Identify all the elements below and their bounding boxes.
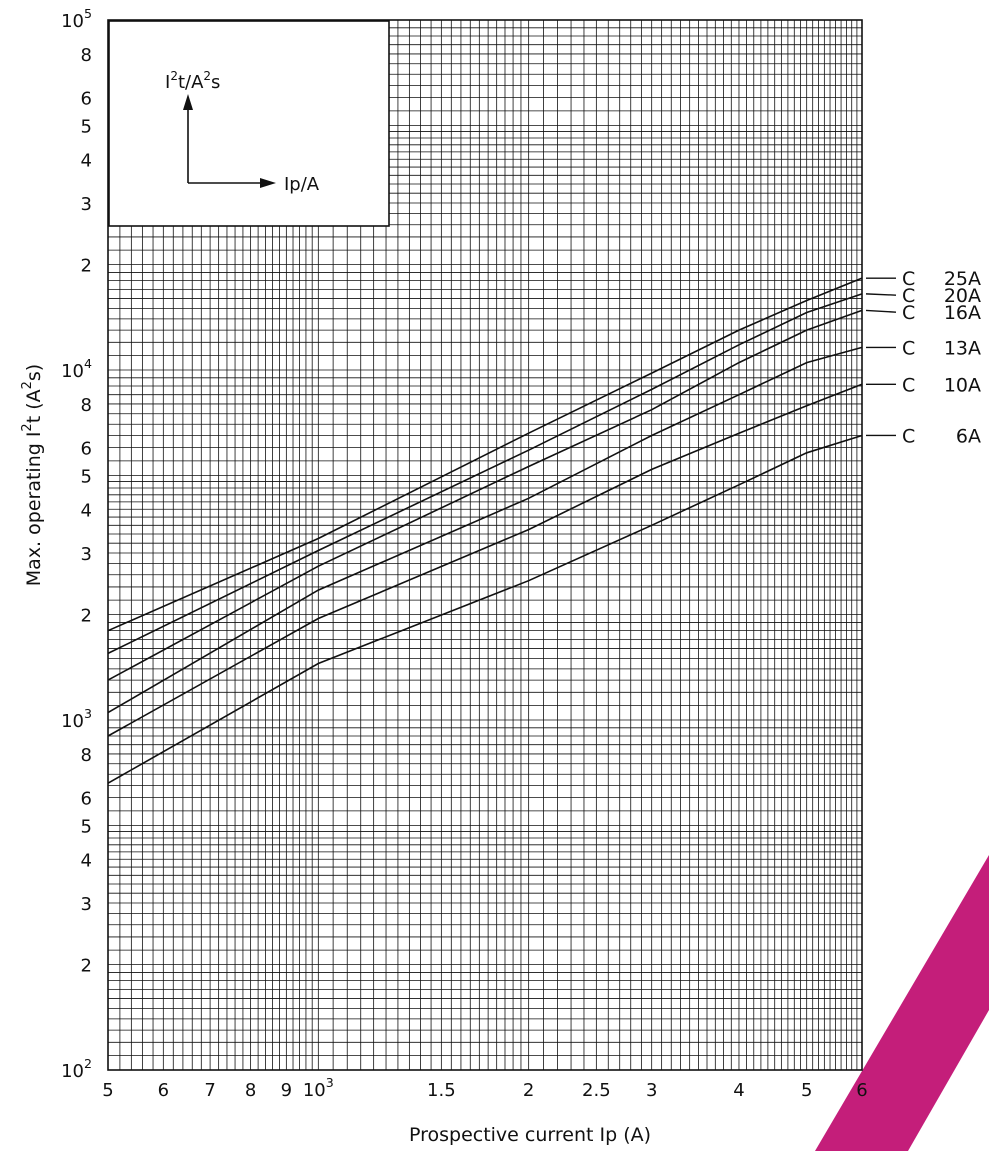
x-tick-label: 3 — [646, 1080, 657, 1101]
series-line-c-25a — [107, 277, 863, 632]
y-tick-label: 6 — [81, 89, 92, 110]
y-tick-label: 105 — [61, 6, 92, 32]
series-leader — [865, 293, 897, 296]
x-tick-label: 103 — [303, 1075, 334, 1101]
y-tick-label: 4 — [81, 150, 92, 171]
y-tick-label: 2 — [81, 256, 92, 277]
inset-y-label: I2t/A2s — [165, 69, 220, 93]
series-label-rating: 6A — [956, 425, 981, 447]
x-tick-label: 8 — [245, 1080, 256, 1101]
series-line-c-13a — [107, 346, 863, 714]
series-label-prefix: C — [902, 302, 915, 324]
series-label-rating: 25A — [944, 268, 981, 290]
series-label-prefix: C — [902, 374, 915, 396]
series-line-c-6a — [107, 434, 863, 784]
y-tick-label: 5 — [81, 816, 92, 837]
x-tick-label: 4 — [733, 1080, 744, 1101]
series-label-rating: 20A — [944, 285, 981, 307]
series-label-prefix: C — [902, 425, 915, 447]
series-label-rating: 16A — [944, 302, 981, 324]
x-tick-label: 7 — [204, 1080, 215, 1101]
y-tick-label: 4 — [81, 850, 92, 871]
inset-x-label: Ip/A — [284, 174, 320, 195]
chart-series — [107, 277, 863, 784]
y-tick-label: 5 — [81, 116, 92, 137]
x-tick-label: 6 — [856, 1080, 867, 1101]
x-tick-label: 6 — [158, 1080, 169, 1101]
inset-legend: I2t/A2s Ip/A — [108, 20, 390, 227]
series-label-prefix: C — [902, 285, 915, 307]
y-tick-label: 8 — [81, 395, 92, 416]
x-tick-label: 5 — [102, 1080, 113, 1101]
series-label-rating: 13A — [944, 337, 981, 359]
x-tick-label: 5 — [801, 1080, 812, 1101]
inset-box — [108, 20, 390, 227]
arrow-up-icon — [183, 94, 193, 110]
y-tick-label: 8 — [81, 745, 92, 766]
plot-frame — [107, 19, 863, 1071]
x-tick-label: 2 — [523, 1080, 534, 1101]
series-line-c-20a — [107, 293, 863, 655]
y-axis-title: Max. operating I2t (A2s) — [20, 364, 45, 586]
arrow-right-icon — [260, 178, 276, 188]
y-tick-label: 6 — [81, 789, 92, 810]
series-label-prefix: C — [902, 337, 915, 359]
x-axis-title: Prospective current Ip (A) — [409, 1124, 651, 1146]
y-tick-label: 2 — [81, 956, 92, 977]
x-tick-label: 9 — [281, 1080, 292, 1101]
y-tick-label: 4 — [81, 500, 92, 521]
y-tick-label: 102 — [61, 1056, 92, 1082]
series-line-c-16a — [107, 309, 863, 681]
series-leader — [865, 309, 897, 313]
y-tick-label: 8 — [81, 45, 92, 66]
y-tick-label: 2 — [81, 606, 92, 627]
series-label-prefix: C — [902, 268, 915, 290]
x-tick-label: 2.5 — [582, 1080, 611, 1101]
y-tick-label: 6 — [81, 439, 92, 460]
y-tick-label: 104 — [61, 356, 92, 382]
y-tick-label: 3 — [81, 544, 92, 565]
decorative-magenta-stripe — [815, 855, 989, 1151]
y-tick-label: 5 — [81, 466, 92, 487]
y-tick-label: 103 — [61, 706, 92, 732]
series-label-rating: 10A — [944, 374, 981, 396]
series-line-c-10a — [107, 383, 863, 737]
y-tick-label: 3 — [81, 894, 92, 915]
y-tick-label: 3 — [81, 194, 92, 215]
x-tick-label: 1.5 — [427, 1080, 456, 1101]
